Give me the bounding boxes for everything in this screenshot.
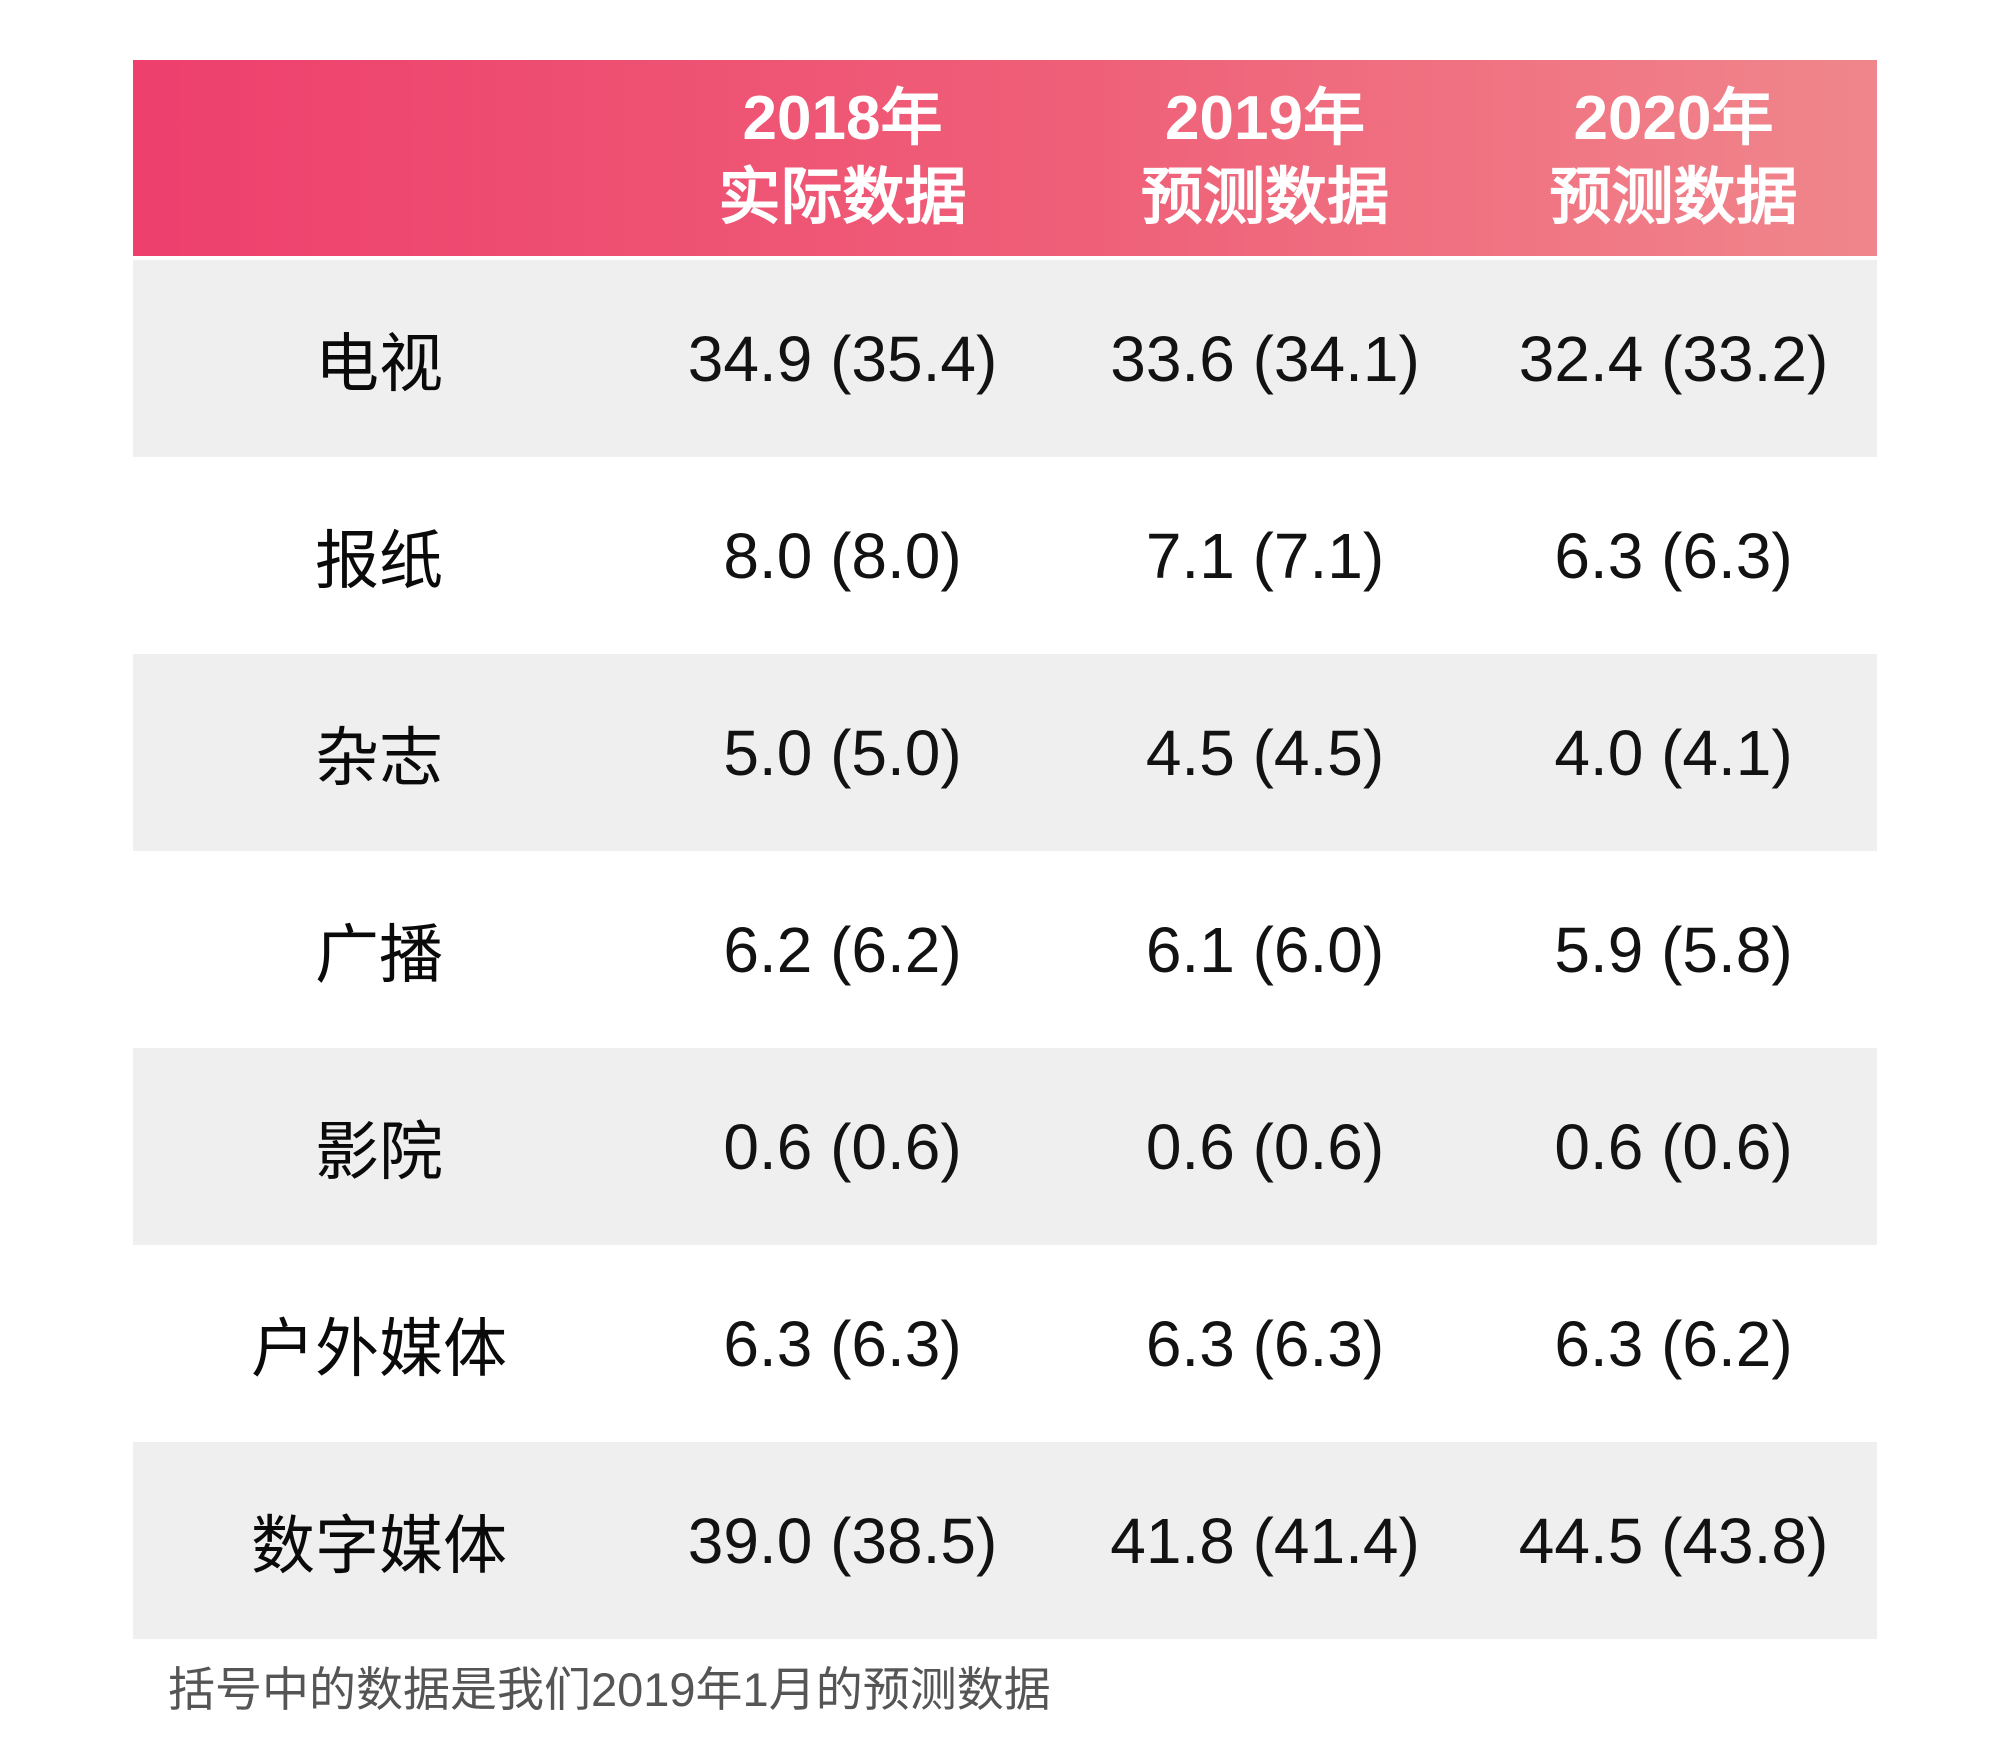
table-row-cinema: 影院 0.6 (0.6) 0.6 (0.6) 0.6 (0.6) xyxy=(133,1048,1877,1245)
value-cell-2019: 0.6 (0.6) xyxy=(1145,1110,1385,1183)
row-label: 报纸 xyxy=(315,524,443,597)
value-cell-2018: 6.2 (6.2) xyxy=(723,913,962,986)
value-cell-2018: 8.0 (8.0) xyxy=(723,519,962,592)
value-cell-2019: 41.8 (41.4) xyxy=(1110,1504,1420,1577)
row-label: 户外媒体 xyxy=(251,1312,507,1385)
table-footnote: 括号中的数据是我们2019年1月的预测数据 xyxy=(168,1663,1051,1716)
value-cell-2019: 33.6 (34.1) xyxy=(1110,322,1420,395)
value-cell-2018: 39.0 (38.5) xyxy=(687,1504,998,1577)
row-label: 数字媒体 xyxy=(251,1509,507,1582)
table-row-magazine: 杂志 5.0 (5.0) 4.5 (4.5) 4.0 (4.1) xyxy=(133,654,1877,851)
header-2019-type: 预测数据 xyxy=(1140,163,1389,232)
header-2020-type: 预测数据 xyxy=(1549,163,1798,232)
value-cell-2020: 44.5 (43.8) xyxy=(1518,1504,1829,1577)
value-cell-2020: 4.0 (4.1) xyxy=(1554,716,1793,789)
header-cell-empty xyxy=(133,60,625,256)
table-row-radio: 广播 6.2 (6.2) 6.1 (6.0) 5.9 (5.8) xyxy=(133,851,1877,1048)
value-cell-2018: 5.0 (5.0) xyxy=(723,716,962,789)
header-2020-year: 2020年 xyxy=(1573,83,1774,153)
value-cell-2019: 6.1 (6.0) xyxy=(1145,913,1385,986)
value-cell-2018: 0.6 (0.6) xyxy=(723,1110,962,1183)
row-label: 广播 xyxy=(315,918,443,991)
header-2018-type: 实际数据 xyxy=(718,163,967,232)
header-2019-year: 2019年 xyxy=(1165,83,1365,153)
value-cell-2020: 0.6 (0.6) xyxy=(1554,1110,1793,1183)
value-cell-2019: 7.1 (7.1) xyxy=(1145,519,1385,592)
media-spend-table: 2018年 实际数据 2019年 预测数据 2020年 预测数据 电视 34.9… xyxy=(133,60,1877,1639)
value-cell-2020: 32.4 (33.2) xyxy=(1518,322,1829,395)
table-row-outdoor: 户外媒体 6.3 (6.3) 6.3 (6.3) 6.3 (6.2) xyxy=(133,1245,1877,1442)
value-cell-2018: 6.3 (6.3) xyxy=(723,1307,962,1380)
header-cell-2018: 2018年 实际数据 xyxy=(625,60,1060,256)
value-cell-2020: 6.3 (6.3) xyxy=(1554,519,1793,592)
value-cell-2018: 34.9 (35.4) xyxy=(687,322,998,395)
row-label: 电视 xyxy=(315,327,443,400)
value-cell-2020: 6.3 (6.2) xyxy=(1554,1307,1793,1380)
row-label: 杂志 xyxy=(315,721,443,794)
value-cell-2019: 4.5 (4.5) xyxy=(1145,716,1385,789)
value-cell-2020: 5.9 (5.8) xyxy=(1554,913,1793,986)
header-2018-year: 2018年 xyxy=(742,83,943,153)
row-label: 影院 xyxy=(315,1115,443,1188)
table-row-digital: 数字媒体 39.0 (38.5) 41.8 (41.4) 44.5 (43.8) xyxy=(133,1442,1877,1639)
header-cell-2020: 2020年 预测数据 xyxy=(1470,60,1877,256)
value-cell-2019: 6.3 (6.3) xyxy=(1145,1307,1385,1380)
table-row-newspaper: 报纸 8.0 (8.0) 7.1 (7.1) 6.3 (6.3) xyxy=(133,457,1877,654)
header-cell-2019: 2019年 预测数据 xyxy=(1060,60,1470,256)
table-row-tv: 电视 34.9 (35.4) 33.6 (34.1) 32.4 (33.2) xyxy=(133,260,1877,457)
table-header-row: 2018年 实际数据 2019年 预测数据 2020年 预测数据 xyxy=(133,60,1877,256)
